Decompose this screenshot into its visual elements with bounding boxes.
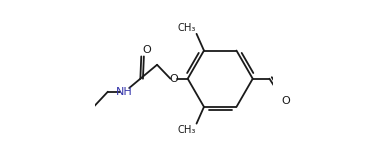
Text: O: O — [169, 74, 178, 84]
Text: CH₃: CH₃ — [177, 23, 196, 33]
Text: O: O — [281, 96, 290, 106]
Text: NH: NH — [116, 87, 133, 97]
Text: CH₃: CH₃ — [177, 124, 196, 135]
Text: O: O — [142, 45, 151, 55]
